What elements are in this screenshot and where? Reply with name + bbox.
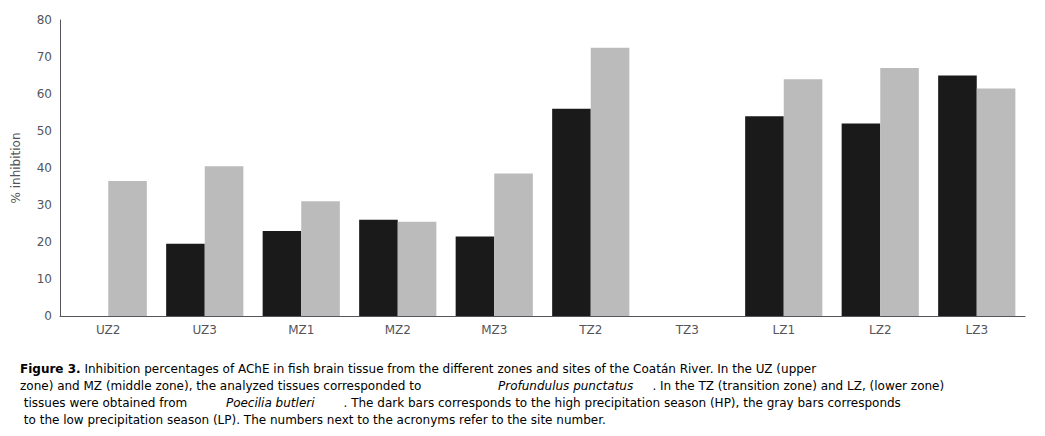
- svg-text:MZ3: MZ3: [481, 323, 507, 337]
- svg-text:TZ2: TZ2: [578, 323, 602, 337]
- svg-text:MZ1: MZ1: [288, 323, 314, 337]
- svg-text:20: 20: [37, 235, 52, 249]
- svg-text:zone) and MZ (middle zone), th: zone) and MZ (middle zone), the analyzed…: [20, 379, 425, 393]
- svg-text:tissues were obtained from: tissues were obtained from: [20, 396, 191, 410]
- svg-text:TZ3: TZ3: [675, 323, 699, 337]
- svg-text:50: 50: [37, 124, 52, 138]
- svg-text:30: 30: [37, 198, 52, 212]
- svg-text:Profundulus punctatus: Profundulus punctatus: [498, 379, 633, 393]
- svg-text:80: 80: [37, 13, 52, 27]
- svg-text:LZ3: LZ3: [965, 323, 988, 337]
- svg-text:Figure 3.: Figure 3.: [20, 362, 81, 376]
- svg-text:to the low precipitation seaso: to the low precipitation season (LP). Th…: [20, 413, 606, 427]
- svg-text:10: 10: [37, 272, 52, 286]
- svg-text:Poecilia butleri: Poecilia butleri: [226, 396, 315, 410]
- svg-text:LZ2: LZ2: [869, 323, 892, 337]
- svg-text:0: 0: [44, 309, 52, 323]
- svg-text:40: 40: [37, 161, 52, 175]
- svg-text:60: 60: [37, 87, 52, 101]
- svg-text:MZ2: MZ2: [385, 323, 411, 337]
- svg-text:% inhibition: % inhibition: [9, 132, 23, 203]
- svg-text:UZ3: UZ3: [193, 323, 217, 337]
- svg-text:LZ1: LZ1: [772, 323, 795, 337]
- svg-text:. In the TZ (transition zone): . In the TZ (transition zone) and LZ, (l…: [652, 379, 944, 393]
- svg-text:UZ2: UZ2: [96, 323, 120, 337]
- svg-text:. The dark bars corresponds to: . The dark bars corresponds to the high …: [344, 396, 901, 410]
- svg-text:Inhibition percentages of AChE: Inhibition percentages of AChE in fish b…: [81, 362, 820, 376]
- svg-text:70: 70: [37, 50, 52, 64]
